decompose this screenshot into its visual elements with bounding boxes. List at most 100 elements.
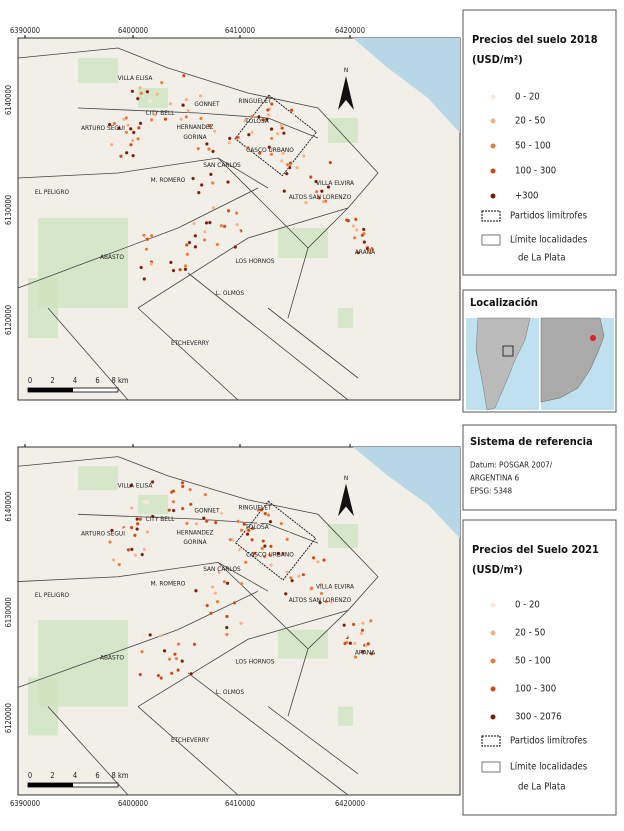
price-dot (274, 530, 279, 535)
place-label: ARTURO SEGUI (81, 530, 125, 538)
y-coordinate-label: 6130000 (4, 597, 13, 627)
legend-swatch (481, 735, 501, 747)
green-area (328, 118, 358, 143)
scale-label: 2 (50, 771, 54, 780)
place-label: RINGUELET (238, 97, 272, 105)
place-label: VILLA ELVIRA (316, 179, 354, 187)
price-dot (285, 162, 290, 167)
price-dot (126, 123, 130, 128)
price-dot (149, 233, 154, 238)
north-arrow (338, 483, 354, 517)
price-dot (354, 217, 358, 222)
price-dot (203, 492, 208, 497)
price-dot (259, 508, 264, 512)
price-dot (319, 591, 324, 596)
price-dot (163, 117, 168, 121)
price-dot (235, 135, 239, 140)
price-dot (224, 625, 229, 630)
price-dot (128, 127, 133, 131)
price-dot (139, 537, 143, 542)
price-dot (184, 97, 189, 102)
place-label: CITY BELL (145, 515, 175, 523)
price-dot (210, 585, 215, 589)
price-dot (145, 500, 150, 504)
price-dot (365, 246, 370, 251)
price-dot (209, 611, 213, 616)
inset-land (475, 317, 531, 411)
price-dot (290, 554, 295, 558)
price-dot (131, 153, 135, 158)
price-dot (130, 138, 135, 143)
map-panel: VILLA ELISA GONNET CITY BELL RINGUELET ARTUR… (4, 26, 461, 401)
price-dot (269, 127, 274, 131)
price-dot (179, 117, 183, 122)
x-coordinate-label: 6400000 (118, 26, 148, 35)
price-dot (130, 547, 134, 552)
price-dot (196, 625, 201, 630)
legend-swatch (490, 118, 496, 124)
x-coordinate-label: 6400000 (118, 799, 148, 808)
reference-line: ARGENTINA 6 (470, 474, 520, 483)
urban-boundary (235, 500, 317, 581)
scale-label: 2 (50, 376, 54, 385)
green-area (78, 58, 118, 83)
price-dot (209, 172, 213, 177)
price-dot (360, 233, 365, 238)
price-dot (257, 522, 261, 527)
price-dot (205, 603, 209, 608)
price-dot (124, 130, 129, 135)
place-label: ETCHEVERRY (171, 736, 209, 744)
price-dot (291, 114, 295, 118)
legend-unit: (USD/m²) (472, 563, 523, 576)
location-title: Localización (470, 296, 538, 309)
price-dot (328, 160, 333, 165)
boundary-line (47, 307, 129, 401)
price-dot (239, 581, 244, 586)
price-dot (142, 277, 147, 281)
price-dot (207, 147, 211, 151)
boundary-line (17, 561, 269, 592)
green-area (338, 706, 353, 726)
price-dot (192, 582, 197, 586)
price-dot (171, 268, 176, 273)
scale-label: 8 km (112, 376, 129, 385)
reference-line: EPSG: 5348 (470, 487, 512, 496)
price-dot (150, 514, 155, 519)
price-dot (317, 196, 322, 200)
north-arrow (338, 76, 354, 110)
price-dot (120, 559, 125, 563)
price-dot (153, 113, 157, 117)
place-label: HERNANDEZ (176, 529, 213, 537)
price-dot (138, 517, 143, 521)
price-dot (269, 136, 274, 141)
price-dot (135, 527, 139, 531)
price-dot (309, 175, 313, 179)
y-coordinate-label: 6120000 (4, 703, 13, 733)
price-dot (138, 654, 143, 658)
legend-label: 300 - 2076 (515, 712, 562, 723)
legend-swatch (481, 210, 501, 222)
price-dot (191, 176, 195, 181)
scale-bar (28, 388, 73, 392)
price-dot (148, 99, 152, 103)
place-label: ARTURO SEGUI (81, 124, 125, 132)
scale-label: 0 (28, 771, 32, 780)
price-dot (261, 539, 266, 543)
price-dot (212, 129, 217, 134)
price-dot (291, 184, 295, 189)
legend-unit: (USD/m²) (472, 53, 523, 66)
place-label: ETCHEVERRY (171, 339, 209, 347)
price-dot (180, 484, 185, 489)
price-dot (281, 551, 285, 556)
boundary-line (17, 590, 259, 688)
place-label: TOLOSA (244, 117, 269, 125)
price-dot (257, 114, 261, 119)
price-dot (276, 551, 280, 556)
price-dot (281, 151, 286, 156)
price-dot (171, 499, 176, 504)
price-dot (279, 521, 284, 526)
price-dot (129, 142, 133, 147)
reference-line: Datum: POSGAR 2007/ (470, 461, 553, 470)
price-dot (211, 149, 215, 154)
boundary-line (47, 706, 129, 796)
